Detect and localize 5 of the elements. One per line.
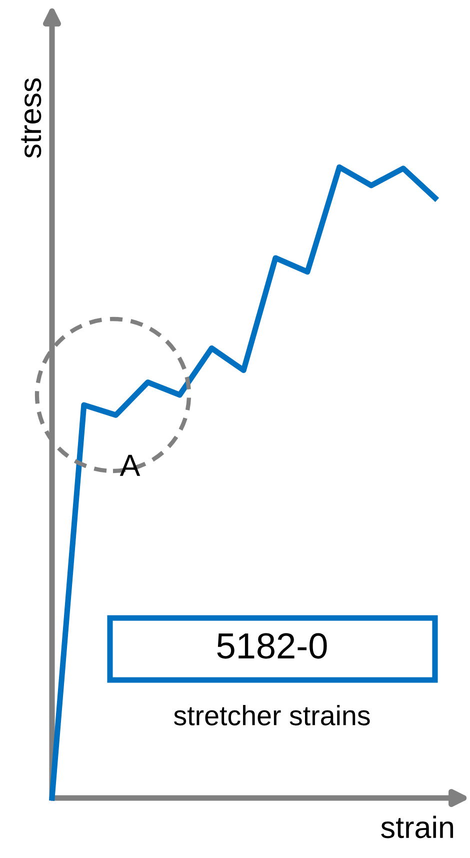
annotation: stretcher strains bbox=[174, 705, 370, 726]
x-axis-title: strain bbox=[381, 816, 454, 838]
annotation: A bbox=[120, 454, 140, 476]
y-axis-title: stress bbox=[21, 78, 42, 158]
annotation: 5182-0 bbox=[217, 633, 327, 659]
